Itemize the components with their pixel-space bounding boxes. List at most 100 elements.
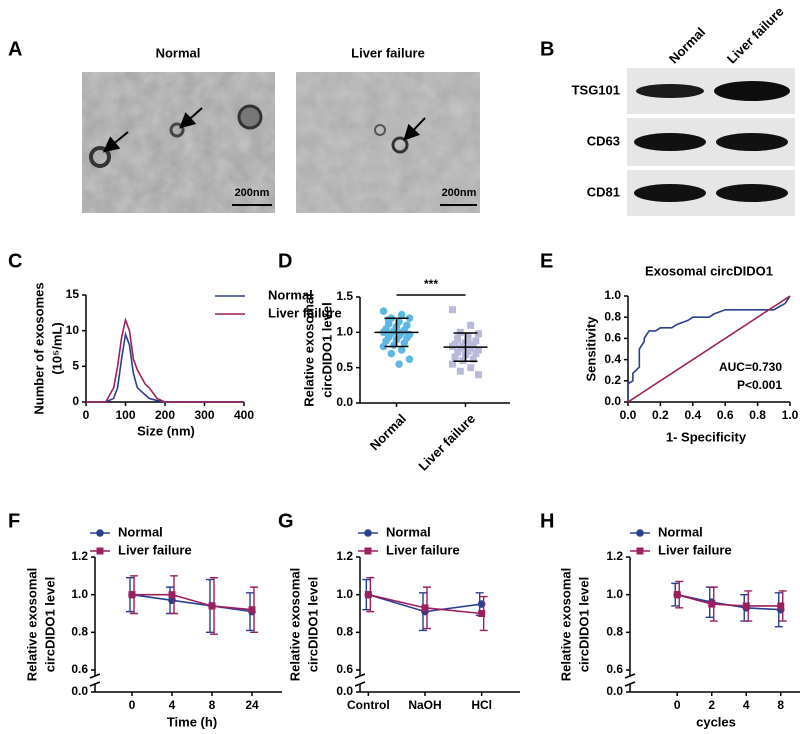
x-tick-label: 0 <box>129 698 136 712</box>
legend-marker <box>364 547 372 555</box>
x-tick-label: 0 <box>674 698 681 712</box>
point <box>454 334 462 342</box>
point <box>456 367 464 375</box>
legend-label: Liver failure <box>268 305 342 320</box>
point <box>469 355 477 363</box>
legend-label: Liver failure <box>118 542 192 557</box>
y-axis-label: Sensitivity <box>583 316 598 382</box>
series-line <box>131 593 253 613</box>
axis-break <box>624 681 636 687</box>
point <box>464 347 472 355</box>
y-tick-label: 1.0 <box>71 587 88 601</box>
y-axis-label: circDIDO1 level <box>319 302 334 397</box>
y-tick-label: 0.6 <box>71 662 88 676</box>
point <box>451 353 459 361</box>
axis-break <box>624 673 636 679</box>
y-tick-label: 0.0 <box>606 684 623 698</box>
y-tick-label: 1.0 <box>606 587 623 601</box>
legend-marker <box>96 529 104 537</box>
x-tick-label: 8 <box>209 698 216 712</box>
point <box>384 315 393 324</box>
y-tick-label: 0.8 <box>71 625 88 639</box>
marker <box>708 600 716 608</box>
y-axis-label: Relative exosomal <box>24 568 39 681</box>
point <box>467 321 475 329</box>
panel-label: E <box>540 250 553 272</box>
error-bar <box>384 317 409 348</box>
point <box>400 339 409 347</box>
panel-label: B <box>540 38 554 60</box>
x-tick-label: NaOH <box>408 698 441 712</box>
y-tick-label: 0.0 <box>336 395 353 409</box>
x-tick-label: 0.8 <box>749 408 766 422</box>
point <box>449 360 456 368</box>
y-axis-label: circDIDO1 level <box>42 577 57 672</box>
y-tick-label: 0.0 <box>336 684 353 698</box>
x-tick-label: 4 <box>743 698 750 712</box>
legend-marker <box>636 547 644 555</box>
y-tick-label: 1.2 <box>606 549 623 563</box>
point <box>379 307 388 315</box>
chart-title: Exosomal circDIDO1 <box>645 263 773 278</box>
micrograph-liver-failure <box>296 72 480 213</box>
x-axis-label: cycles <box>696 714 736 729</box>
x-tick-label: 0 <box>83 408 90 422</box>
protein-label: TSG101 <box>572 82 620 97</box>
y-tick-label: 1.0 <box>336 325 353 339</box>
series-line <box>132 593 253 611</box>
series-line <box>86 317 244 403</box>
legend-marker <box>636 529 644 537</box>
significance-label: *** <box>424 277 438 291</box>
x-axis-label: Size (nm) <box>137 423 195 438</box>
y-tick-label: 0.6 <box>604 331 621 345</box>
panel-label: G <box>278 510 294 532</box>
x-tick-label: 8 <box>777 698 784 712</box>
axis-break <box>354 681 366 687</box>
y-tick-label: 5 <box>72 359 79 373</box>
legend-label: Normal <box>386 524 431 539</box>
point <box>475 330 482 338</box>
axis-break <box>354 673 366 679</box>
panel-label: A <box>8 38 22 60</box>
y-axis-label: circDIDO1 level <box>305 577 320 672</box>
x-tick-label: 0.2 <box>652 408 669 422</box>
scale-bar-label: 200nm <box>442 187 477 199</box>
x-tick-label: 0.4 <box>684 408 701 422</box>
x-tick-label: HCl <box>471 698 492 712</box>
western-blot <box>627 68 795 216</box>
x-tick-label: 2 <box>708 698 715 712</box>
marker <box>208 602 216 610</box>
y-tick-label: 0.8 <box>606 625 623 639</box>
point <box>475 346 482 354</box>
lane-label: Normal <box>666 24 708 66</box>
legend-label: Normal <box>658 524 703 539</box>
y-tick-label: 0.8 <box>604 309 621 323</box>
marker <box>128 591 136 599</box>
marker <box>777 602 785 610</box>
y-tick-label: 1.2 <box>336 549 353 563</box>
y-tick-label: 15 <box>66 287 80 301</box>
point <box>405 314 414 323</box>
point <box>405 355 414 363</box>
series-line <box>677 593 781 607</box>
y-tick-label: 0 <box>72 394 79 408</box>
x-tick-label: 24 <box>245 698 259 712</box>
x-tick-label: Liver failure <box>415 411 478 474</box>
y-axis-label: (10⁵/mL) <box>49 322 64 374</box>
micrograph-normal <box>82 72 275 213</box>
y-tick-label: 0.2 <box>604 373 621 387</box>
point <box>395 360 403 368</box>
x-tick-label: 0.6 <box>717 408 734 422</box>
point <box>382 337 390 345</box>
marker <box>742 602 750 610</box>
point <box>467 364 475 372</box>
x-axis-label: 1- Specificity <box>666 429 747 444</box>
marker <box>478 610 486 617</box>
y-tick-label: 1.5 <box>336 289 353 303</box>
x-tick-label: Control <box>347 698 390 712</box>
point <box>472 350 480 358</box>
x-tick-label: 400 <box>234 408 254 422</box>
point <box>379 342 388 351</box>
panel-label: C <box>8 250 22 272</box>
